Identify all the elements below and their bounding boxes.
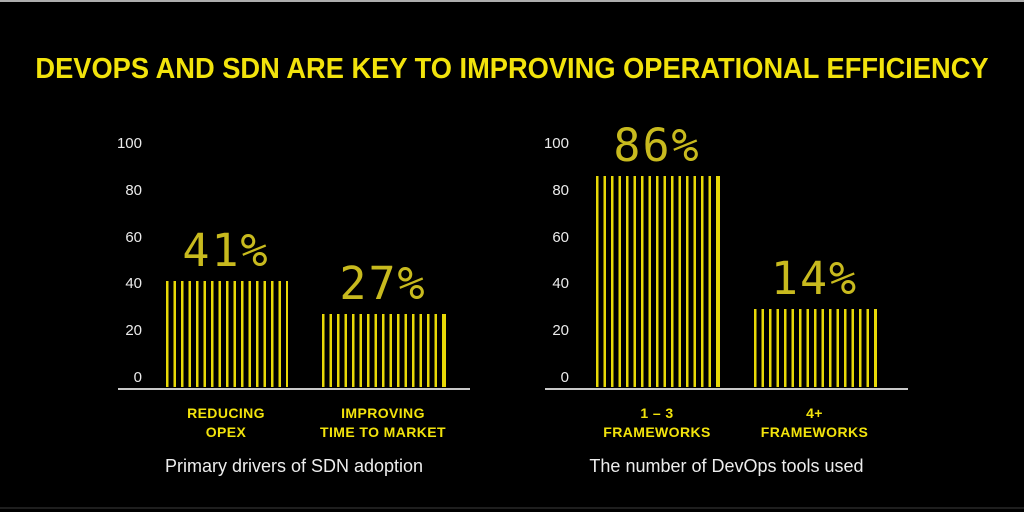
chart-caption-right: The number of DevOps tools used xyxy=(589,456,864,476)
y-axis-tick-label: 100 xyxy=(116,135,142,152)
striped-bar xyxy=(166,281,288,387)
bar-value-label: 41% xyxy=(182,224,270,278)
category-label: 1 – 3 FRAMEWORKS xyxy=(603,405,711,440)
striped-bar xyxy=(754,309,877,387)
y-axis-tick-label: 20 xyxy=(125,322,142,340)
bottom-divider-line xyxy=(0,507,1024,509)
y-axis-tick-label: 100 xyxy=(543,135,569,152)
bar-value-label: 27% xyxy=(339,256,427,310)
page-title: DEVOPS AND SDN ARE KEY TO IMPROVING OPER… xyxy=(35,53,989,85)
striped-bar xyxy=(322,313,446,387)
y-axis-tick-label: 40 xyxy=(125,275,142,293)
y-axis-tick-label: 60 xyxy=(552,228,569,246)
category-label: IMPROVING TIME TO MARKET xyxy=(320,405,446,440)
y-axis-tick-label: 0 xyxy=(133,369,142,386)
category-label: 4+ FRAMEWORKS xyxy=(760,405,869,440)
plot-area-left: 0 20 40 60 80 100 41% 27% xyxy=(117,130,470,390)
y-axis-tick-label: 40 xyxy=(552,275,569,293)
x-axis-line xyxy=(118,388,470,390)
y-axis-tick-label: 60 xyxy=(125,228,142,246)
y-axis-tick-label: 80 xyxy=(552,181,569,199)
bar-value-label: 14% xyxy=(770,252,859,306)
devops-tools-bar-chart: 0 20 40 60 80 100 86% 14% The number of DevOps … xyxy=(544,123,908,512)
category-label: REDUCING OPEX xyxy=(187,405,265,440)
striped-bar xyxy=(596,175,720,387)
plot-area-right: 0 20 40 60 80 100 86% 14% xyxy=(544,123,908,390)
y-axis-tick-label: 20 xyxy=(552,322,569,340)
bar-value-label: 86% xyxy=(613,118,701,172)
y-axis-tick-label: 0 xyxy=(560,369,569,386)
x-axis-line xyxy=(545,388,908,390)
top-divider-line xyxy=(0,0,1024,2)
sdn-adoption-bar-chart: 0 20 40 60 80 100 41% 27% Primary drivers of SD… xyxy=(117,130,470,512)
chart-caption-left: Primary drivers of SDN adoption xyxy=(164,456,424,476)
y-axis-tick-label: 80 xyxy=(125,181,142,199)
